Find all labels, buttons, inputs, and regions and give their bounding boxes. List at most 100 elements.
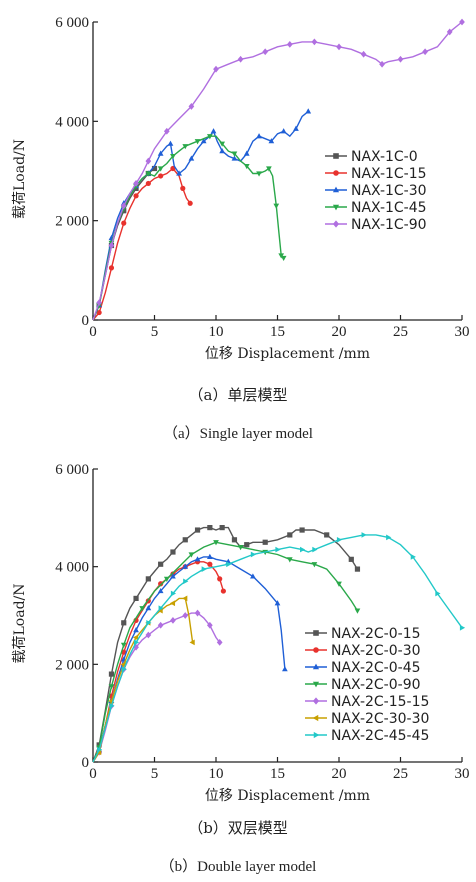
data-point bbox=[207, 561, 213, 567]
data-point bbox=[336, 581, 342, 587]
y-tick-label: 0 bbox=[82, 755, 90, 771]
data-point bbox=[361, 532, 367, 538]
y-axis-label: 载荷Load/N bbox=[12, 139, 28, 219]
legend-label: NAX-2C-0-45 bbox=[331, 660, 421, 676]
legend-label: NAX-2C-15-15 bbox=[331, 694, 429, 710]
x-tick-label: 5 bbox=[151, 766, 159, 782]
data-point bbox=[459, 624, 466, 631]
data-point bbox=[170, 573, 176, 579]
legend-label: NAX-2C-0-90 bbox=[331, 677, 421, 693]
legend-swatch-marker bbox=[313, 630, 319, 636]
data-point bbox=[132, 634, 139, 641]
data-point bbox=[145, 576, 151, 582]
data-point bbox=[96, 309, 102, 316]
data-point bbox=[354, 566, 361, 572]
data-point bbox=[169, 600, 176, 607]
series-nax-1c-15 bbox=[92, 165, 193, 321]
data-point bbox=[286, 40, 293, 48]
data-point bbox=[268, 138, 275, 144]
data-point bbox=[266, 166, 272, 172]
data-point bbox=[145, 171, 152, 177]
data-point bbox=[170, 154, 176, 160]
data-point bbox=[256, 133, 262, 139]
y-tick-label: 2 000 bbox=[55, 657, 89, 673]
data-point bbox=[133, 627, 139, 633]
data-point bbox=[206, 621, 213, 629]
x-tick-label: 0 bbox=[89, 766, 97, 782]
data-point bbox=[146, 619, 152, 626]
y-tick-label: 6 000 bbox=[55, 462, 89, 478]
data-point bbox=[305, 108, 312, 114]
data-point bbox=[158, 561, 164, 567]
y-tick-label: 2 000 bbox=[55, 214, 89, 230]
x-tick-label: 0 bbox=[89, 324, 97, 340]
data-point bbox=[299, 527, 305, 533]
legend-label: NAX-1C-15 bbox=[351, 166, 427, 182]
axes: 0 5 10 15 20 25 30 0 2 000 4 000 6 000 bbox=[55, 462, 469, 782]
x-tick-label: 15 bbox=[270, 766, 285, 782]
data-point bbox=[336, 43, 342, 51]
data-point bbox=[213, 540, 219, 546]
axes: 0 5 10 15 20 25 30 0 2 000 4 000 6 000 bbox=[55, 15, 469, 340]
legend-swatch-marker bbox=[333, 170, 339, 176]
data-point bbox=[250, 551, 257, 558]
data-point bbox=[133, 595, 139, 602]
data-point bbox=[231, 151, 238, 157]
data-point bbox=[226, 561, 232, 568]
data-point bbox=[121, 666, 127, 673]
legend-swatch-marker bbox=[333, 153, 339, 159]
data-point bbox=[243, 150, 250, 156]
data-point bbox=[170, 590, 177, 597]
y-axis-label: 载荷Load/N bbox=[12, 583, 28, 663]
x-tick-label: 5 bbox=[151, 324, 159, 340]
caption-chinese: （b）双层模型 bbox=[188, 819, 288, 837]
series-nax-2c-0-30 bbox=[92, 559, 226, 763]
x-tick-label: 20 bbox=[332, 766, 347, 782]
data-point bbox=[312, 546, 318, 553]
data-point bbox=[133, 180, 139, 187]
data-point bbox=[459, 18, 465, 26]
legend-label: NAX-2C-0-30 bbox=[331, 643, 421, 659]
data-point bbox=[139, 606, 146, 612]
data-point bbox=[237, 55, 244, 63]
series-line bbox=[92, 110, 309, 321]
data-point bbox=[348, 556, 354, 562]
series-line bbox=[92, 556, 286, 763]
data-point bbox=[206, 134, 213, 140]
x-tick-label: 30 bbox=[455, 766, 470, 782]
data-point bbox=[182, 563, 189, 569]
series-nax-1c-90 bbox=[92, 18, 465, 321]
data-point bbox=[120, 642, 127, 648]
series-line bbox=[92, 21, 463, 321]
series-nax-2c-30-30 bbox=[92, 595, 195, 763]
data-point bbox=[293, 125, 299, 131]
x-tick-label: 10 bbox=[209, 766, 224, 782]
x-tick-label: 20 bbox=[332, 324, 347, 340]
data-point bbox=[336, 536, 343, 543]
legend-entry: NAX-2C-0-90 bbox=[305, 677, 421, 693]
x-tick-label: 25 bbox=[393, 324, 408, 340]
legend-entry: NAX-1C-30 bbox=[325, 183, 427, 199]
data-point bbox=[133, 193, 139, 199]
chart-panel-single-layer: 0 5 10 15 20 25 30 0 2 000 4 000 6 000 位移 Displacem… bbox=[12, 15, 470, 442]
x-axis-label: 位移 Displacement /mm bbox=[205, 788, 370, 804]
y-tick-label: 4 000 bbox=[55, 114, 89, 130]
x-tick-label: 30 bbox=[455, 324, 470, 340]
data-point bbox=[237, 545, 244, 551]
series-line bbox=[92, 597, 194, 763]
data-point bbox=[182, 537, 188, 543]
data-point bbox=[194, 139, 201, 145]
x-tick-label: 10 bbox=[209, 324, 224, 340]
data-point bbox=[250, 573, 256, 579]
data-point bbox=[201, 566, 207, 572]
data-point bbox=[219, 141, 226, 147]
x-tick-label: 15 bbox=[270, 324, 285, 340]
data-point bbox=[176, 170, 182, 176]
data-point bbox=[360, 50, 367, 58]
data-point bbox=[262, 48, 269, 56]
data-point bbox=[286, 557, 293, 563]
data-point bbox=[244, 542, 250, 548]
data-point bbox=[157, 166, 164, 172]
y-tick-label: 0 bbox=[82, 313, 90, 329]
data-point bbox=[183, 578, 189, 585]
